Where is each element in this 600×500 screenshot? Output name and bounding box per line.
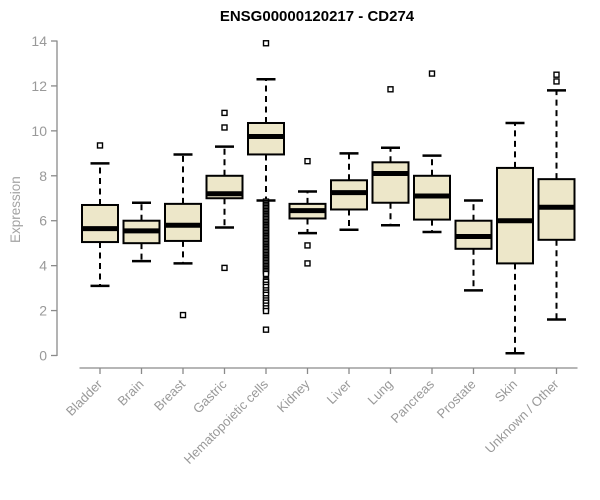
y-tick-label: 0 — [39, 348, 47, 364]
x-tick-label: Breast — [151, 376, 188, 413]
outlier-point — [304, 260, 311, 267]
y-tick-label: 8 — [39, 168, 47, 184]
outlier-point — [387, 86, 394, 93]
outlier-point — [262, 326, 270, 333]
y-tick-label: 10 — [31, 123, 47, 139]
x-tick-label: Liver — [324, 376, 355, 407]
outlier-point — [179, 311, 187, 319]
outlier-point — [553, 78, 560, 85]
outlier-point — [262, 307, 270, 315]
x-tick-label: Unknown / Other — [482, 376, 562, 456]
box-breast — [164, 202, 202, 242]
outlier-point — [262, 270, 270, 278]
outlier-point — [96, 142, 104, 149]
outlier-point — [221, 264, 228, 272]
outlier-point — [428, 70, 436, 77]
outlier-point — [304, 157, 311, 165]
y-tick-label: 6 — [39, 213, 47, 229]
x-tick-label: Lung — [365, 377, 396, 408]
chart-title: ENSG00000120217 - CD274 — [219, 8, 415, 25]
x-tick-label: Prostate — [434, 377, 479, 422]
box-lung — [371, 161, 410, 204]
outlier-point — [221, 109, 228, 117]
y-tick-label: 12 — [31, 78, 47, 94]
x-tick-label: Bladder — [63, 376, 106, 419]
y-tick-label: 14 — [31, 33, 47, 49]
y-tick-label: 2 — [39, 303, 47, 319]
x-tick-label: Brain — [115, 377, 147, 409]
x-tick-label: Kidney — [274, 376, 313, 415]
x-tick-label: Gastric — [190, 376, 230, 416]
outlier-point — [262, 40, 270, 47]
outlier-point — [304, 242, 311, 249]
outlier-point — [221, 124, 228, 131]
x-tick-label: Pancreas — [388, 376, 438, 426]
y-tick-label: 4 — [39, 258, 47, 274]
x-tick-label: Skin — [492, 377, 520, 405]
outlier-point — [553, 71, 560, 78]
box-bladder — [81, 203, 119, 244]
box-skin — [496, 166, 534, 265]
